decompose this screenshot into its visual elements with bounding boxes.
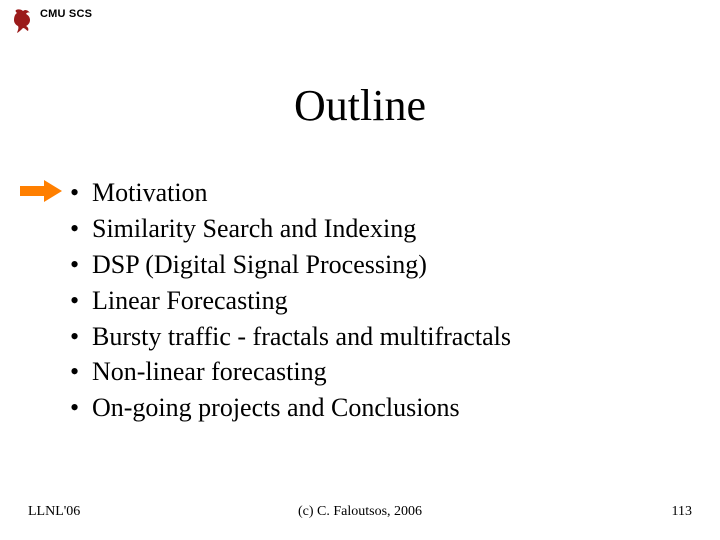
bullet-text: Linear Forecasting (92, 286, 288, 315)
bullet-dot-icon: • (70, 283, 92, 319)
footer-page-number: 113 (672, 504, 692, 520)
bullet-text: DSP (Digital Signal Processing) (92, 250, 427, 279)
bullet-dot-icon: • (70, 390, 92, 426)
slide: CMU SCS Outline •Motivation •Similarity … (0, 0, 720, 540)
list-item: •Linear Forecasting (70, 283, 660, 319)
bullet-text: Similarity Search and Indexing (92, 214, 416, 243)
list-item: •On-going projects and Conclusions (70, 390, 660, 426)
bullet-text: Bursty traffic - fractals and multifract… (92, 322, 511, 351)
footer: LLNL'06 (c) C. Faloutsos, 2006 113 (28, 504, 692, 520)
list-item: •Motivation (70, 175, 660, 211)
bullet-text: Non-linear forecasting (92, 357, 327, 386)
list-item: •Bursty traffic - fractals and multifrac… (70, 319, 660, 355)
list-item: •Similarity Search and Indexing (70, 211, 660, 247)
footer-center: (c) C. Faloutsos, 2006 (298, 504, 422, 520)
bullet-text: On-going projects and Conclusions (92, 393, 460, 422)
bullet-dot-icon: • (70, 175, 92, 211)
header-org-text: CMU SCS (40, 8, 92, 20)
dragon-logo-icon (12, 8, 34, 34)
slide-title: Outline (0, 80, 720, 131)
current-item-arrow-icon (20, 179, 64, 203)
footer-left: LLNL'06 (28, 504, 80, 520)
list-item: •Non-linear forecasting (70, 354, 660, 390)
bullet-dot-icon: • (70, 211, 92, 247)
bullet-dot-icon: • (70, 247, 92, 283)
header: CMU SCS (12, 8, 92, 34)
bullet-list: •Motivation •Similarity Search and Index… (70, 175, 660, 426)
bullet-dot-icon: • (70, 354, 92, 390)
bullet-text: Motivation (92, 178, 208, 207)
list-item: •DSP (Digital Signal Processing) (70, 247, 660, 283)
bullet-dot-icon: • (70, 319, 92, 355)
